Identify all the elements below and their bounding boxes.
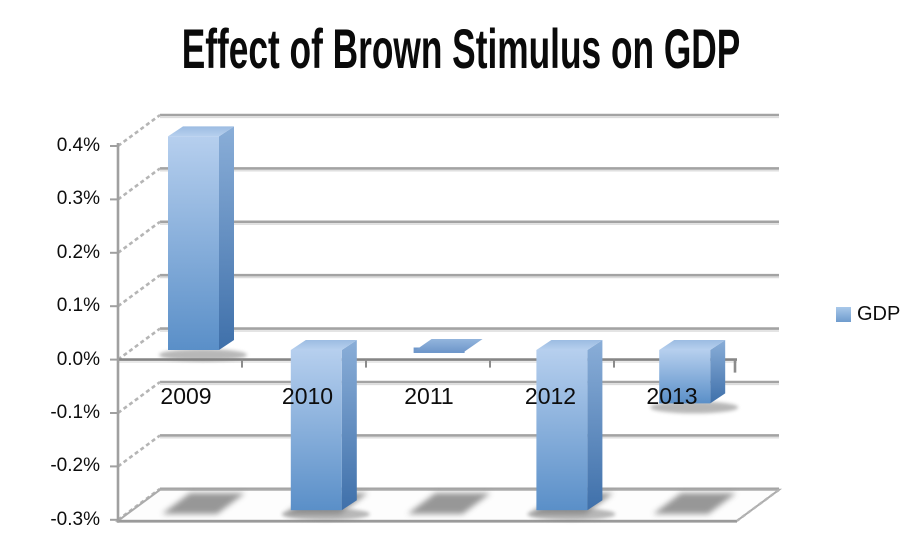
legend-label: GDP xyxy=(857,303,901,325)
bar-2012 xyxy=(527,340,616,521)
x-category-label: 2013 xyxy=(646,383,698,409)
depth-gridline xyxy=(117,113,161,148)
x-category-label: 2012 xyxy=(524,383,577,409)
depth-gridline xyxy=(117,274,161,308)
y-tick-label: 0.4% xyxy=(56,135,100,156)
chart-title: Effect of Brown Stimulus on GDP xyxy=(181,17,741,80)
depth-gridline xyxy=(117,327,161,361)
bar-2010 xyxy=(281,340,370,521)
legend: GDP xyxy=(836,302,900,326)
depth-gridline xyxy=(117,434,161,468)
bar-2013 xyxy=(650,340,739,414)
y-tick-label: 0.0% xyxy=(56,348,100,370)
x-category-label: 2011 xyxy=(404,383,454,409)
y-tick-label: 0.1% xyxy=(56,295,100,317)
y-tick-label: 0.3% xyxy=(56,188,100,210)
legend-swatch-gdp xyxy=(836,306,851,322)
y-tick-label: -0.3% xyxy=(50,508,100,530)
y-tick-label: -0.1% xyxy=(50,402,100,423)
depth-gridline xyxy=(117,167,161,201)
y-tick-label: -0.2% xyxy=(50,455,100,477)
bar-2009 xyxy=(159,126,247,361)
y-tick-label: 0.2% xyxy=(56,241,100,263)
depth-gridline xyxy=(117,220,161,254)
floor-shadow xyxy=(162,493,245,514)
bar-2011 xyxy=(413,339,483,353)
depth-gridline xyxy=(117,380,161,415)
x-category-label: 2009 xyxy=(160,383,212,409)
floor-shadow xyxy=(407,493,491,514)
floor-shadow xyxy=(653,493,737,514)
x-category-label: 2010 xyxy=(281,383,334,409)
